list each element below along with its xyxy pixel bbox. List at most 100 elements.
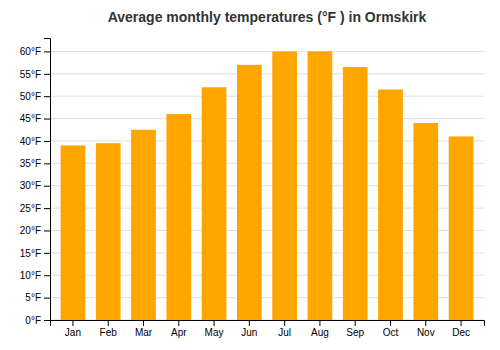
y-tick: 50°F — [20, 91, 50, 102]
y-tick-mark — [44, 51, 50, 52]
y-tick: 15°F — [20, 248, 50, 259]
y-tick-label: 50°F — [20, 91, 41, 102]
y-axis: 0°F 5°F 10°F 15°F 20°F 25°F 30°F 35°F 40°F 45°F 50… — [20, 39, 51, 326]
x-tick-label: Nov — [417, 327, 435, 338]
y-tick-mark — [44, 298, 50, 299]
bar — [96, 143, 121, 320]
x-tick: Nov — [417, 320, 435, 338]
x-tick-label: Dec — [452, 327, 470, 338]
y-tick-mark — [44, 186, 50, 187]
y-tick-label: 25°F — [20, 203, 41, 214]
x-tick: Apr — [171, 320, 187, 338]
y-tick-mark — [44, 74, 50, 75]
bar — [449, 136, 474, 320]
x-tick-mark — [214, 320, 215, 326]
x-tick: Jun — [241, 320, 257, 338]
y-tick-mark — [44, 320, 50, 321]
x-axis-line — [51, 321, 485, 327]
bar — [272, 51, 297, 320]
chart: 0°F 5°F 10°F 15°F 20°F 25°F 30°F 35°F 40°F 45°F 50… — [0, 0, 500, 350]
y-tick-mark — [44, 253, 50, 254]
y-tick: 30°F — [20, 180, 50, 191]
x-tick-mark — [284, 320, 285, 326]
y-tick-mark — [44, 208, 50, 209]
y-tick-label: 10°F — [20, 270, 41, 281]
y-tick-mark — [44, 141, 50, 142]
y-tick-label: 45°F — [20, 113, 41, 124]
x-tick-label: Jul — [278, 327, 291, 338]
x-tick-mark — [108, 320, 109, 326]
y-tick-label: 5°F — [25, 292, 41, 303]
x-tick: Sep — [346, 320, 364, 338]
x-tick: May — [205, 320, 224, 338]
title: Average monthly temperatures (°F ) in Or… — [108, 9, 427, 25]
y-tick: 20°F — [20, 225, 50, 236]
x-tick-label: Aug — [311, 327, 329, 338]
y-tick: 60°F — [20, 46, 50, 57]
y-tick-mark — [44, 163, 50, 164]
bars — [61, 51, 474, 320]
x-tick: Dec — [452, 320, 470, 338]
x-tick-mark — [319, 320, 320, 326]
bar — [413, 123, 438, 320]
grid-line — [50, 73, 484, 74]
y-tick: 0°F — [25, 315, 50, 326]
bar — [343, 67, 368, 320]
plot-area: 0°F 5°F 10°F 15°F 20°F 25°F 30°F 35°F 40°F 45°F 50… — [20, 39, 485, 339]
bar — [131, 130, 156, 320]
y-tick: 5°F — [25, 292, 50, 303]
y-tick-label: 15°F — [20, 248, 41, 259]
x-tick-label: Jan — [65, 327, 81, 338]
x-tick-mark — [143, 320, 144, 326]
y-tick: 10°F — [20, 270, 50, 281]
grid-line — [50, 118, 484, 119]
y-tick-label: 55°F — [20, 69, 41, 80]
y-tick-mark — [44, 96, 50, 97]
y-tick-mark — [44, 119, 50, 120]
y-tick: 40°F — [20, 136, 50, 147]
y-tick: 45°F — [20, 113, 50, 124]
x-tick: Oct — [383, 320, 399, 338]
x-tick-mark — [461, 320, 462, 326]
grid-line — [50, 51, 484, 52]
x-tick-label: Mar — [135, 327, 153, 338]
x-tick-mark — [425, 320, 426, 326]
bar — [166, 114, 191, 320]
y-tick: 55°F — [20, 69, 50, 80]
bar — [308, 51, 333, 320]
y-tick-label: 30°F — [20, 180, 41, 191]
x-tick-mark — [249, 320, 250, 326]
x-tick-label: Apr — [171, 327, 187, 338]
y-tick-mark — [44, 230, 50, 231]
bar — [61, 145, 86, 320]
x-tick-label: Oct — [383, 327, 399, 338]
y-tick-label: 60°F — [20, 46, 41, 57]
x-tick: Jul — [278, 320, 291, 338]
y-tick-label: 0°F — [25, 315, 41, 326]
y-tick-label: 40°F — [20, 136, 41, 147]
x-tick-label: Sep — [346, 327, 364, 338]
bar — [378, 89, 403, 320]
x-tick-mark — [72, 320, 73, 326]
bar — [202, 87, 227, 320]
x-tick-label: Feb — [100, 327, 118, 338]
y-axis-line — [44, 39, 51, 321]
grid-line — [50, 96, 484, 97]
y-tick: 35°F — [20, 158, 50, 169]
x-tick: Feb — [100, 320, 118, 338]
x-tick-mark — [390, 320, 391, 326]
grid — [50, 51, 484, 320]
x-tick: Aug — [311, 320, 329, 338]
y-tick-label: 35°F — [20, 158, 41, 169]
x-tick-label: May — [205, 327, 224, 338]
x-tick-label: Jun — [241, 327, 257, 338]
x-tick-mark — [178, 320, 179, 326]
y-tick: 25°F — [20, 203, 50, 214]
x-axis: Jan Feb Mar Apr May Jun Jul Aug Sep Oct Nov Dec — [51, 320, 485, 338]
bar — [237, 65, 262, 320]
y-tick-mark — [44, 275, 50, 276]
x-tick: Mar — [135, 320, 153, 338]
x-tick: Jan — [65, 320, 81, 338]
y-tick-label: 20°F — [20, 225, 41, 236]
x-tick-mark — [355, 320, 356, 326]
